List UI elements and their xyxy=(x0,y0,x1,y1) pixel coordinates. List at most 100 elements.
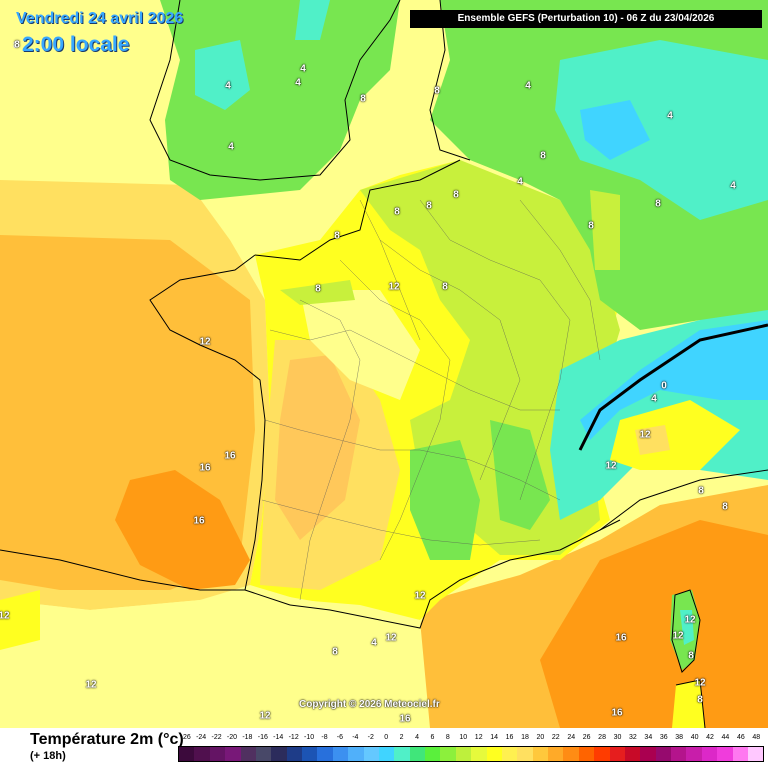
color-scale-swatch xyxy=(194,747,210,761)
color-scale-swatch xyxy=(486,747,502,761)
normandy-lime xyxy=(280,280,355,305)
color-scale-tick: 28 xyxy=(598,734,606,741)
isotherm-label: 8 xyxy=(315,283,321,295)
color-scale-tick: 40 xyxy=(690,734,699,741)
color-scale-swatch xyxy=(578,747,595,761)
color-scale-tick: 34 xyxy=(644,734,653,741)
color-scale-tick: 2 xyxy=(399,734,404,741)
isotherm-label: 8 xyxy=(722,501,728,513)
isotherm-label: 4 xyxy=(651,393,657,405)
color-scale-swatch xyxy=(717,747,733,761)
southwest-core xyxy=(275,355,360,540)
color-scale-swatch xyxy=(732,747,748,761)
isotherm-label: 12 xyxy=(259,710,271,722)
britain-cyan-zone xyxy=(195,40,250,110)
isotherm-label: 12 xyxy=(605,460,617,472)
color-scale-swatch xyxy=(302,747,318,761)
isotherm-label: 8 xyxy=(426,200,432,212)
isotherm-label: 8 xyxy=(697,694,703,706)
isotherm-label: 12 xyxy=(684,614,696,626)
color-scale-tick: 0 xyxy=(384,734,389,741)
isotherm-label: 8 xyxy=(434,85,440,97)
massif-green-zone xyxy=(410,440,480,560)
isotherm-label: 16 xyxy=(611,707,623,719)
color-scale-tick: -20 xyxy=(226,734,238,741)
color-scale-tick: -26 xyxy=(180,734,191,741)
isotherm-label: 12 xyxy=(414,590,426,602)
color-scale-swatch xyxy=(563,747,579,761)
color-scale-tick: 10 xyxy=(459,734,468,741)
color-scale-tick: 22 xyxy=(551,734,560,741)
isotherm-label: 8 xyxy=(588,220,594,232)
color-scale-swatch xyxy=(548,747,564,761)
temperature-legend: Température 2m (°c) (+ 18h) -26 -24 -22 -20… xyxy=(0,728,768,768)
color-scale-swatch xyxy=(332,747,349,761)
color-scale-tick: 20 xyxy=(536,734,545,741)
isotherm-label: 12 xyxy=(85,679,97,691)
isotherm-label: 8 xyxy=(360,93,366,105)
isotherm-label: 8 xyxy=(442,281,448,293)
isotherm-label: 8 xyxy=(332,646,338,658)
color-scale-swatch xyxy=(455,747,472,761)
scotland-cyan-zone xyxy=(295,0,330,40)
color-scale: -26 -24 -22 -20 -18 -16 -14 -12 -10 -8 -6 -4 -2 0 2 4 6 8… xyxy=(178,734,764,764)
isotherm-label: 16 xyxy=(193,515,205,527)
alps-blue-zone xyxy=(580,320,768,440)
legend-forecast-step: (+ 18h) xyxy=(30,750,66,762)
color-scale-tick: -12 xyxy=(288,734,299,741)
isotherm-label: 0 xyxy=(661,380,667,392)
color-scale-tick: 14 xyxy=(490,734,499,741)
isotherm-label: 4 xyxy=(517,176,523,188)
isotherm-label: 12 xyxy=(672,630,684,642)
sardinia-yellow xyxy=(672,680,705,728)
isotherm-label: 12 xyxy=(388,281,400,293)
color-scale-swatch xyxy=(240,747,256,761)
color-scale-tick: -16 xyxy=(257,734,268,741)
isotherm-label: 16 xyxy=(615,632,627,644)
color-scale-tick: 36 xyxy=(659,734,668,741)
color-scale-ticks: -26 -24 -22 -20 -18 -16 -14 -12 -10 -8 -6 -4 -2 0 2 4 6 8… xyxy=(178,734,764,745)
color-scale-bar xyxy=(178,746,764,762)
color-scale-swatch xyxy=(671,747,687,761)
color-scale-swatch xyxy=(655,747,671,761)
color-scale-tick: 32 xyxy=(629,734,637,741)
color-scale-tick: -22 xyxy=(211,734,222,741)
color-scale-tick: 4 xyxy=(415,734,419,741)
color-scale-tick: -18 xyxy=(242,734,253,741)
spain-west-yellow xyxy=(0,590,40,650)
isotherm-label: 4 xyxy=(525,80,531,92)
color-scale-tick: 8 xyxy=(445,734,450,741)
isotherm-label: 8 xyxy=(655,198,661,210)
color-scale-swatch xyxy=(378,747,395,761)
isotherm-label: 16 xyxy=(199,462,211,474)
legend-title: Température 2m (°c) xyxy=(30,731,184,748)
color-scale-swatch xyxy=(471,747,487,761)
isotherm-label: 4 xyxy=(225,80,231,92)
isotherm-label: 4 xyxy=(228,141,234,153)
color-scale-swatch xyxy=(594,747,610,761)
isotherm-label: 12 xyxy=(199,336,211,348)
color-scale-tick: -10 xyxy=(304,734,315,741)
color-scale-tick: 26 xyxy=(582,734,591,741)
color-scale-tick: 46 xyxy=(736,734,745,741)
color-scale-swatch xyxy=(394,747,410,761)
copyright-notice: Copyright © 2026 Meteociel.fr xyxy=(299,699,440,710)
isotherm-label: 16 xyxy=(399,713,411,725)
color-scale-swatch xyxy=(640,747,656,761)
color-scale-tick: 18 xyxy=(521,734,529,741)
color-scale-swatch xyxy=(425,747,441,761)
isotherm-label: 8 xyxy=(394,206,400,218)
isotherm-label: 8 xyxy=(688,650,694,662)
color-scale-tick: 16 xyxy=(505,734,514,741)
isotherm-label: 12 xyxy=(694,677,706,689)
color-scale-swatch xyxy=(532,747,548,761)
color-scale-tick: -14 xyxy=(273,734,284,741)
isotherm-label: 4 xyxy=(295,77,301,89)
isotherm-label: 4 xyxy=(300,63,306,75)
color-scale-tick: 12 xyxy=(474,734,483,741)
isotherm-label: 4 xyxy=(667,110,673,122)
color-scale-swatch xyxy=(348,747,364,761)
isotherm-label: 4 xyxy=(730,180,736,192)
color-scale-tick: 30 xyxy=(613,734,622,741)
isotherm-label: 4 xyxy=(371,637,377,649)
